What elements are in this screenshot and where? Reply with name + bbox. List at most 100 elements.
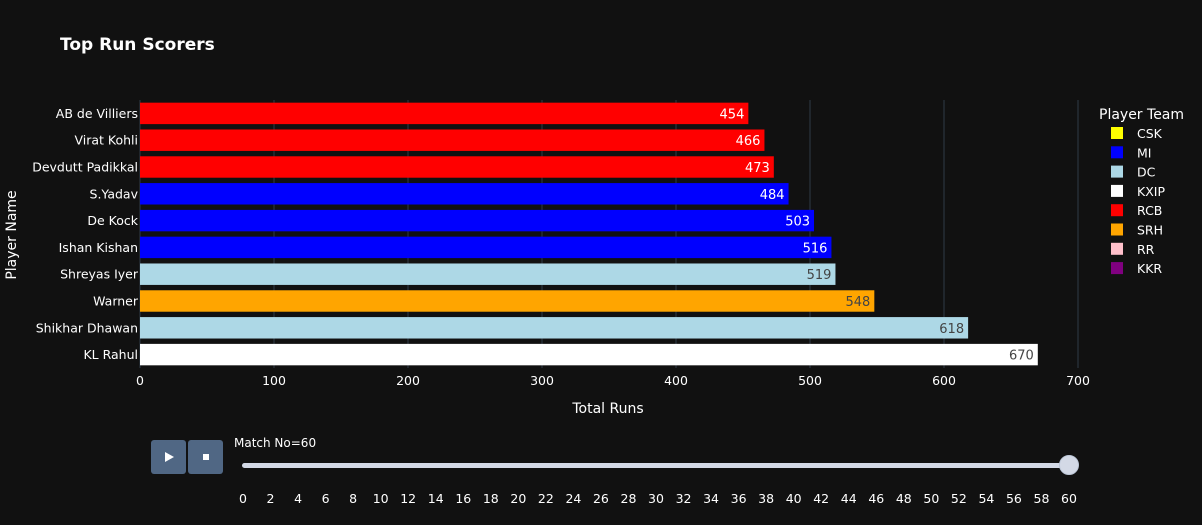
slider-step-label[interactable]: 34 bbox=[703, 491, 720, 506]
slider-handle[interactable] bbox=[1059, 455, 1079, 475]
y-tick-label: Warner bbox=[93, 294, 139, 309]
x-tick-labels: 0 100 200 300 400 500 600 700 bbox=[136, 373, 1090, 388]
slider-step-label[interactable]: 30 bbox=[648, 491, 664, 506]
y-tick-labels: AB de Villiers Virat Kohli Devdutt Padikka… bbox=[32, 106, 139, 362]
legend-entry-label[interactable]: KKR bbox=[1137, 261, 1162, 276]
x-tick-label: 0 bbox=[136, 373, 144, 388]
legend-swatch bbox=[1111, 146, 1123, 159]
x-tick-label: 200 bbox=[396, 373, 420, 388]
slider-step-label[interactable]: 6 bbox=[321, 491, 330, 506]
x-tick-label: 600 bbox=[932, 373, 956, 388]
bar-value-label: 519 bbox=[807, 268, 832, 283]
slider-step-label[interactable]: 0 bbox=[239, 491, 247, 506]
legend-swatch bbox=[1111, 242, 1123, 255]
bar-value-label: 454 bbox=[720, 107, 745, 122]
slider-current-label: Match No=60 bbox=[234, 436, 317, 450]
x-tick-label: 400 bbox=[664, 373, 688, 388]
slider-step-label[interactable]: 48 bbox=[895, 491, 912, 506]
bar[interactable] bbox=[140, 129, 765, 151]
x-axis-title: Total Runs bbox=[571, 401, 643, 417]
legend-swatch bbox=[1111, 165, 1123, 178]
bar[interactable] bbox=[140, 156, 774, 178]
slider-step-label[interactable]: 52 bbox=[950, 491, 967, 506]
slider-step-label[interactable]: 24 bbox=[565, 491, 582, 506]
y-tick-label: S.Yadav bbox=[90, 186, 139, 201]
x-tick-label: 300 bbox=[530, 373, 554, 388]
play-icon bbox=[164, 452, 174, 462]
bar[interactable] bbox=[140, 209, 815, 232]
x-tick-label: 500 bbox=[798, 373, 822, 388]
y-axis-title: Player Name bbox=[4, 190, 20, 279]
slider-step-label[interactable]: 8 bbox=[349, 491, 358, 506]
legend-swatch bbox=[1111, 262, 1123, 275]
slider-step-label[interactable]: 26 bbox=[592, 491, 609, 506]
bar-value-label: 548 bbox=[845, 295, 870, 310]
y-tick-label: Ishan Kishan bbox=[59, 240, 138, 255]
legend-entry-label[interactable]: DC bbox=[1137, 165, 1156, 180]
y-tick-label: Virat Kohli bbox=[74, 133, 138, 148]
slider-step-label[interactable]: 58 bbox=[1033, 491, 1050, 506]
y-tick-label: Devdutt Padikkal bbox=[32, 160, 138, 175]
slider-step-label[interactable]: 22 bbox=[537, 491, 554, 506]
slider-track[interactable] bbox=[242, 463, 1070, 468]
legend: CSK MI DC KXIP RCB SRH RR KKR bbox=[1111, 126, 1165, 276]
slider-step-label[interactable]: 14 bbox=[427, 491, 444, 506]
bar-value-label: 516 bbox=[803, 241, 828, 256]
bar[interactable] bbox=[140, 263, 836, 285]
x-tick-label: 100 bbox=[262, 373, 286, 388]
slider-step-label[interactable]: 46 bbox=[868, 491, 885, 506]
slider-step-label[interactable]: 56 bbox=[1005, 491, 1022, 506]
bar-value-label: 670 bbox=[1009, 349, 1034, 364]
slider-step-label[interactable]: 20 bbox=[510, 491, 527, 506]
slider-step-label[interactable]: 40 bbox=[785, 491, 802, 506]
slider-step-label[interactable]: 60 bbox=[1061, 491, 1077, 506]
legend-title: Player Team bbox=[1099, 107, 1184, 123]
bar-value-label: 473 bbox=[745, 161, 770, 176]
slider-step-label[interactable]: 18 bbox=[482, 491, 499, 506]
legend-entry-label[interactable]: MI bbox=[1137, 145, 1151, 160]
slider-step-label[interactable]: 28 bbox=[620, 491, 637, 506]
bar[interactable] bbox=[140, 183, 789, 205]
slider-step-label[interactable]: 4 bbox=[294, 491, 303, 506]
slider-step-label[interactable]: 54 bbox=[978, 491, 995, 506]
slider-step-label[interactable]: 12 bbox=[400, 491, 417, 506]
stop-button[interactable] bbox=[188, 440, 223, 474]
slider-step-label[interactable]: 44 bbox=[840, 491, 857, 506]
y-tick-label: KL Rahul bbox=[83, 347, 138, 362]
bar[interactable] bbox=[140, 290, 875, 312]
legend-entry-label[interactable]: SRH bbox=[1137, 223, 1163, 238]
slider-step-label[interactable]: 42 bbox=[813, 491, 830, 506]
slider-step-label[interactable]: 16 bbox=[455, 491, 472, 506]
bar-value-label: 618 bbox=[939, 322, 964, 337]
slider-step-label[interactable]: 2 bbox=[266, 491, 275, 506]
y-tick-label: Shikhar Dhawan bbox=[36, 320, 138, 335]
y-tick-label: De Kock bbox=[87, 213, 138, 228]
legend-entry-label[interactable]: RR bbox=[1137, 242, 1155, 257]
bar-value-label: 484 bbox=[760, 188, 785, 203]
bar-value-label: 503 bbox=[785, 215, 810, 230]
legend-swatch bbox=[1111, 204, 1123, 217]
bar[interactable] bbox=[140, 343, 1038, 366]
slider-step-label[interactable]: 10 bbox=[372, 491, 389, 506]
legend-swatch bbox=[1111, 223, 1123, 236]
play-button[interactable] bbox=[151, 440, 186, 474]
legend-entry-label[interactable]: KXIP bbox=[1137, 184, 1165, 199]
slider-step-label[interactable]: 38 bbox=[758, 491, 775, 506]
bar[interactable] bbox=[140, 317, 969, 339]
slider-step-label[interactable]: 50 bbox=[923, 491, 940, 506]
legend-swatch bbox=[1111, 127, 1123, 139]
chart-title: Top Run Scorers bbox=[60, 35, 215, 55]
bar[interactable] bbox=[140, 236, 832, 259]
slider-step-label[interactable]: 36 bbox=[730, 491, 747, 506]
slider-steps: 0 2 4 6 8 10 12 14 16 18 20 22 24 26 28 30 32 34 36 38 40 42 4… bbox=[0, 491, 1202, 509]
y-tick-label: AB de Villiers bbox=[56, 106, 138, 121]
legend-entry-label[interactable]: RCB bbox=[1137, 203, 1162, 218]
legend-entry-label[interactable]: CSK bbox=[1137, 126, 1163, 141]
legend-swatch bbox=[1111, 184, 1123, 197]
slider-step-label[interactable]: 32 bbox=[675, 491, 692, 506]
x-tick-label: 700 bbox=[1066, 373, 1090, 388]
stop-icon bbox=[202, 454, 209, 460]
bar[interactable] bbox=[140, 102, 749, 125]
